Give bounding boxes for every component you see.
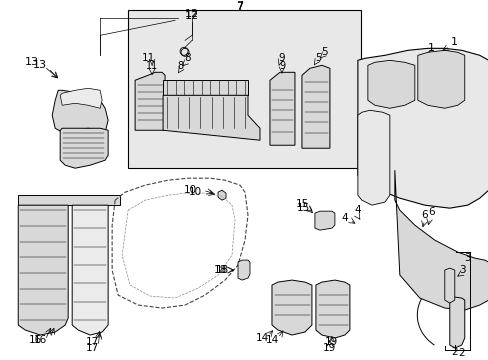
Polygon shape <box>394 170 488 310</box>
Text: 11: 11 <box>141 53 154 63</box>
Text: 10: 10 <box>183 185 196 195</box>
Text: 1: 1 <box>450 37 457 47</box>
Text: 18: 18 <box>215 265 228 275</box>
Text: 2: 2 <box>450 347 457 357</box>
Text: 3: 3 <box>464 253 470 263</box>
Polygon shape <box>238 260 249 280</box>
Polygon shape <box>52 90 108 132</box>
Polygon shape <box>417 50 464 108</box>
Polygon shape <box>72 205 108 335</box>
Text: 12: 12 <box>184 12 199 21</box>
Polygon shape <box>163 80 247 95</box>
Polygon shape <box>218 190 225 200</box>
Text: 8: 8 <box>177 61 183 71</box>
Polygon shape <box>314 211 334 230</box>
Text: 6: 6 <box>421 210 427 220</box>
Text: 17: 17 <box>85 337 99 347</box>
Text: 4: 4 <box>354 205 361 215</box>
Polygon shape <box>315 280 349 338</box>
Text: 11: 11 <box>146 61 158 71</box>
Bar <box>128 10 360 168</box>
Polygon shape <box>60 128 108 168</box>
Text: 9: 9 <box>278 61 285 71</box>
Text: 2: 2 <box>458 348 464 358</box>
Polygon shape <box>367 60 414 108</box>
Text: 7: 7 <box>236 3 243 12</box>
Text: 5: 5 <box>314 53 321 63</box>
Text: 8: 8 <box>184 53 191 63</box>
Polygon shape <box>269 72 294 145</box>
Text: 14: 14 <box>265 335 278 345</box>
Text: 10: 10 <box>188 187 201 197</box>
Text: 16: 16 <box>28 335 42 345</box>
Text: 5: 5 <box>321 47 327 57</box>
Text: 13: 13 <box>25 57 39 67</box>
Text: 12: 12 <box>184 9 199 19</box>
Polygon shape <box>60 88 102 108</box>
Text: 16: 16 <box>34 335 47 345</box>
Polygon shape <box>449 297 464 348</box>
Text: 3: 3 <box>459 265 465 275</box>
Text: 19: 19 <box>325 337 338 347</box>
Polygon shape <box>301 65 329 148</box>
Text: 13: 13 <box>33 60 47 70</box>
Text: 18: 18 <box>213 265 226 275</box>
Text: 1: 1 <box>427 43 434 53</box>
Polygon shape <box>18 205 68 335</box>
Text: 19: 19 <box>323 343 336 353</box>
Text: 14: 14 <box>255 333 268 343</box>
Polygon shape <box>18 195 120 205</box>
Polygon shape <box>444 268 454 303</box>
Polygon shape <box>357 48 488 208</box>
Polygon shape <box>135 72 165 130</box>
Text: 15: 15 <box>296 203 309 213</box>
Polygon shape <box>271 280 311 335</box>
Text: 9: 9 <box>278 53 285 63</box>
Polygon shape <box>163 95 260 140</box>
Text: 17: 17 <box>85 343 99 353</box>
Text: 7: 7 <box>236 1 243 12</box>
Text: 6: 6 <box>427 207 434 217</box>
Text: 4: 4 <box>341 213 347 223</box>
Polygon shape <box>357 110 389 205</box>
Text: 15: 15 <box>295 199 308 209</box>
